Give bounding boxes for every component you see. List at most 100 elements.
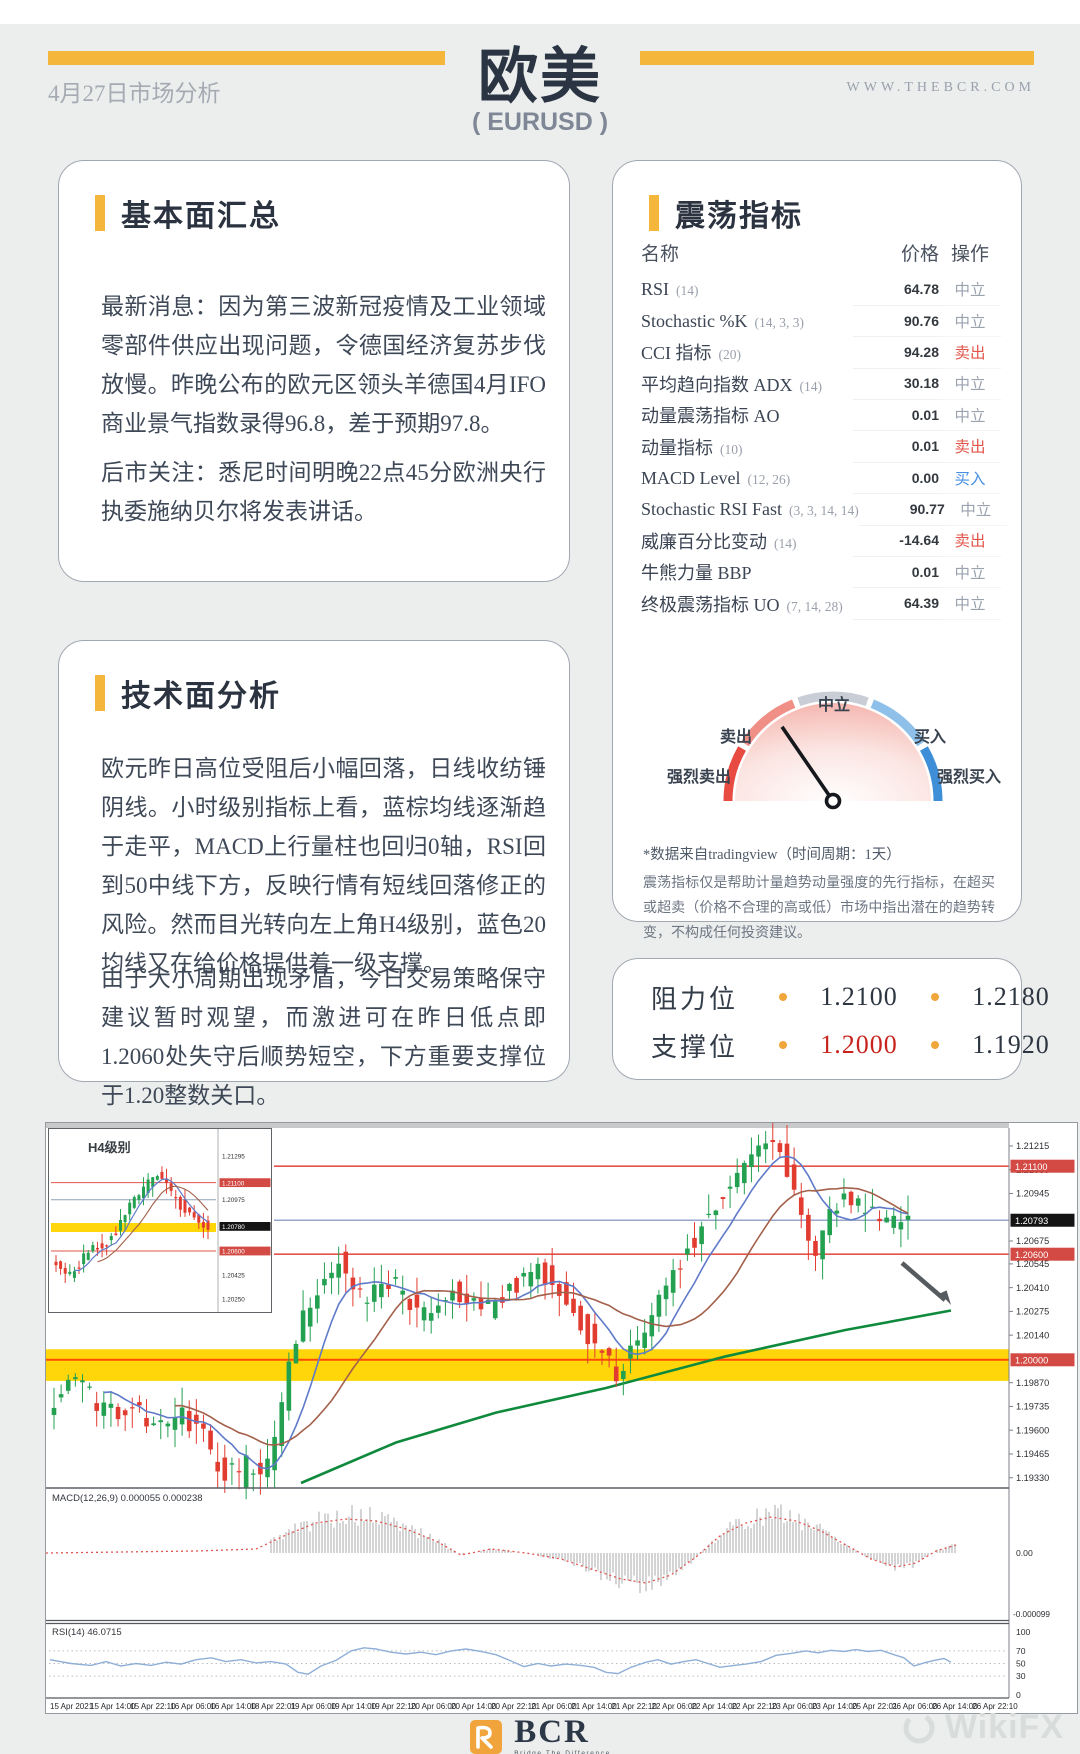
col-action: 操作 (950, 244, 989, 265)
svg-text:0: 0 (1016, 1690, 1021, 1700)
levels-card: 阻力位 1.2100 1.2180 支撑位 1.2000 1.1920 (612, 958, 1049, 1080)
svg-text:-0.000099: -0.000099 (1013, 1610, 1050, 1619)
svg-text:1.20975: 1.20975 (222, 1197, 245, 1204)
svg-text:1.20675: 1.20675 (1016, 1236, 1049, 1246)
technical-card: 技术面分析 欧元昨日高位受阻后小幅回落，日线收纺锤阴线。小时级别指标上看，蓝棕均… (58, 640, 570, 1108)
svg-text:1.20793: 1.20793 (1015, 1216, 1048, 1226)
h4-inset: H4级别 1.21295 1.21100 1.20975 1.20780 1.20600 1… (48, 1128, 272, 1313)
orange-bar-icon (649, 195, 659, 231)
svg-text:22 Apr 14:00: 22 Apr 14:00 (692, 1702, 738, 1711)
svg-text:1.20425: 1.20425 (222, 1272, 245, 1279)
fundamental-card-title: 基本面汇总 (95, 191, 281, 235)
col-name: 名称 (641, 244, 680, 265)
svg-text:MACD(12,26,9) 0.000055 0.00023: MACD(12,26,9) 0.000055 0.000238 (52, 1493, 203, 1504)
svg-text:100: 100 (1016, 1627, 1031, 1637)
svg-text:21 Apr 14:00: 21 Apr 14:00 (571, 1702, 617, 1711)
svg-text:1.19600: 1.19600 (1016, 1425, 1049, 1435)
support-label: 支撑位 (651, 1032, 739, 1062)
fundamental-paragraph-1: 最新消息：因为第三波新冠疫情及工业领域零部件供应出现问题，令德国经济复苏步伐放慢… (101, 294, 546, 436)
svg-text:1.20275: 1.20275 (1016, 1307, 1049, 1317)
svg-text:15 Apr 2021: 15 Apr 2021 (50, 1702, 94, 1711)
svg-text:1.19870: 1.19870 (1016, 1378, 1049, 1388)
svg-text:1.20140: 1.20140 (1016, 1330, 1049, 1340)
bullet-icon (779, 993, 787, 1001)
bullet-icon (931, 993, 939, 1001)
svg-text:15 Apr 14:00: 15 Apr 14:00 (90, 1702, 136, 1711)
svg-text:H4级别: H4级别 (88, 1140, 131, 1155)
gauge-footnote: *数据来自tradingview（时间周期：1天） 震荡指标仅是帮助计量趋势动量… (643, 843, 995, 946)
svg-text:1.20410: 1.20410 (1016, 1283, 1049, 1293)
svg-text:20 Apr 06:00: 20 Apr 06:00 (411, 1702, 457, 1711)
svg-text:15 Apr 22:10: 15 Apr 22:10 (130, 1702, 176, 1711)
svg-text:1.20780: 1.20780 (222, 1224, 245, 1231)
resistance-value-2: 1.2180 (972, 982, 1050, 1011)
symbol-subtitle: ( EURUSD ) (471, 108, 609, 136)
indicator-row: RSI (14) 64.78 中立 (641, 274, 1001, 306)
orange-bar-icon (95, 675, 105, 711)
svg-text:20 Apr 14:00: 20 Apr 14:00 (451, 1702, 497, 1711)
svg-text:23 Apr 06:00: 23 Apr 06:00 (772, 1702, 818, 1711)
svg-text:1.20600: 1.20600 (1015, 1250, 1048, 1260)
svg-text:21 Apr 06:00: 21 Apr 06:00 (531, 1702, 577, 1711)
bullet-icon (931, 1041, 939, 1049)
svg-text:16 Apr 06:00: 16 Apr 06:00 (170, 1702, 216, 1711)
oscillator-title-text: 震荡指标 (675, 200, 803, 233)
svg-text:RSI(14) 46.0715: RSI(14) 46.0715 (52, 1627, 122, 1638)
footnote-disclaimer: 震荡指标仅是帮助计量趋势动量强度的先行指标，在超买或超卖（价格不合理的高或低）市… (643, 876, 995, 941)
header-rule-right (640, 51, 1034, 65)
svg-text:19 Apr 06:00: 19 Apr 06:00 (291, 1702, 337, 1711)
svg-text:25 Apr 22:01: 25 Apr 22:01 (852, 1702, 898, 1711)
svg-text:1.20000: 1.20000 (1015, 1355, 1048, 1365)
svg-text:70: 70 (1016, 1646, 1026, 1656)
technical-paragraph-1: 欧元昨日高位受阻后小幅回落，日线收纺锤阴线。小时级别指标上看，蓝棕均线逐渐趋于走… (101, 756, 546, 976)
bcr-logo-icon (470, 1720, 503, 1754)
svg-text:1.19330: 1.19330 (1016, 1473, 1049, 1483)
fundamental-title-text: 基本面汇总 (121, 200, 281, 233)
resistance-label: 阻力位 (651, 984, 739, 1014)
svg-text:30: 30 (1016, 1671, 1026, 1681)
svg-text:20 Apr 22:10: 20 Apr 22:10 (491, 1702, 537, 1711)
wikifx-logo-icon (903, 1712, 935, 1743)
indicator-table: 名称 价格 操作 RSI (14) 64.78 中立 Stochastic %K (14,… (641, 239, 1007, 620)
support-value-2: 1.1920 (972, 1030, 1050, 1059)
gauge-label-strong-buy: 强烈买入 (936, 769, 1001, 786)
svg-text:1.19465: 1.19465 (1016, 1449, 1049, 1459)
svg-text:1.19735: 1.19735 (1016, 1402, 1049, 1412)
main-panel (46, 1123, 1009, 1500)
svg-text:1.20945: 1.20945 (1016, 1189, 1049, 1199)
gauge-label-buy: 买入 (913, 729, 946, 746)
svg-text:21 Apr 22:10: 21 Apr 22:10 (611, 1702, 657, 1711)
indicator-row: 平均趋向指数 ADX (14) 30.18 中立 (641, 368, 1001, 401)
gauge-label-sell: 卖出 (719, 729, 752, 746)
technical-title-text: 技术面分析 (121, 680, 281, 713)
indicator-row: Stochastic %K (14, 3, 3) 90.76 中立 (641, 305, 1001, 338)
indicator-row: 牛熊力量 BBP 0.01 中立 (641, 557, 1001, 589)
resistance-row: 阻力位 1.2100 1.2180 (651, 977, 1049, 1017)
technical-card-title: 技术面分析 (95, 671, 281, 715)
oscillator-card: 震荡指标 名称 价格 操作 RSI (14) 64.78 中立 Stochastic %… (612, 160, 1022, 941)
rsi-panel: RSI(14) 46.0715 100 70 50 30 0 (46, 1619, 1031, 1700)
site-link[interactable]: WWW.THEBCR.COM (846, 80, 1035, 95)
svg-text:22 Apr 22:10: 22 Apr 22:10 (732, 1702, 778, 1711)
indicator-row: Stochastic RSI Fast (3, 3, 14, 14) 90.77 中立 (641, 494, 1007, 526)
bcr-logo-text: BCR (514, 1714, 590, 1750)
svg-text:19 Apr 14:00: 19 Apr 14:00 (331, 1702, 377, 1711)
gauge-label-strong-sell: 强烈卖出 (666, 769, 731, 786)
svg-text:22 Apr 06:00: 22 Apr 06:00 (652, 1702, 698, 1711)
bcr-tagline: Bridge The Difference (514, 1750, 611, 1754)
indicator-row: 动量指标 (10) 0.01 卖出 (641, 431, 1001, 463)
svg-text:26 Apr 22:10: 26 Apr 22:10 (972, 1702, 1018, 1711)
svg-text:19 Apr 22:10: 19 Apr 22:10 (371, 1702, 417, 1711)
indicator-row: CCI 指标 (20) 94.28 卖出 (641, 337, 1001, 369)
svg-text:1.20600: 1.20600 (222, 1249, 245, 1256)
svg-text:1.20250: 1.20250 (222, 1296, 245, 1303)
svg-text:50: 50 (1016, 1659, 1026, 1669)
macd-panel: MACD(12,26,9) 0.000055 0.000238 0.00 -0.00… (46, 1487, 1050, 1619)
footnote-source: *数据来自tradingview（时间周期：1天） (643, 847, 901, 863)
header-rule-left (48, 51, 445, 65)
price-chart: H4级别 1.21295 1.21100 1.20975 1.20780 1.20600 1… (45, 1122, 1078, 1714)
indicator-row: 威廉百分比变动 (14) -14.64 卖出 (641, 525, 1001, 558)
svg-text:1.21100: 1.21100 (1015, 1162, 1048, 1172)
top-strip (0, 0, 1080, 24)
